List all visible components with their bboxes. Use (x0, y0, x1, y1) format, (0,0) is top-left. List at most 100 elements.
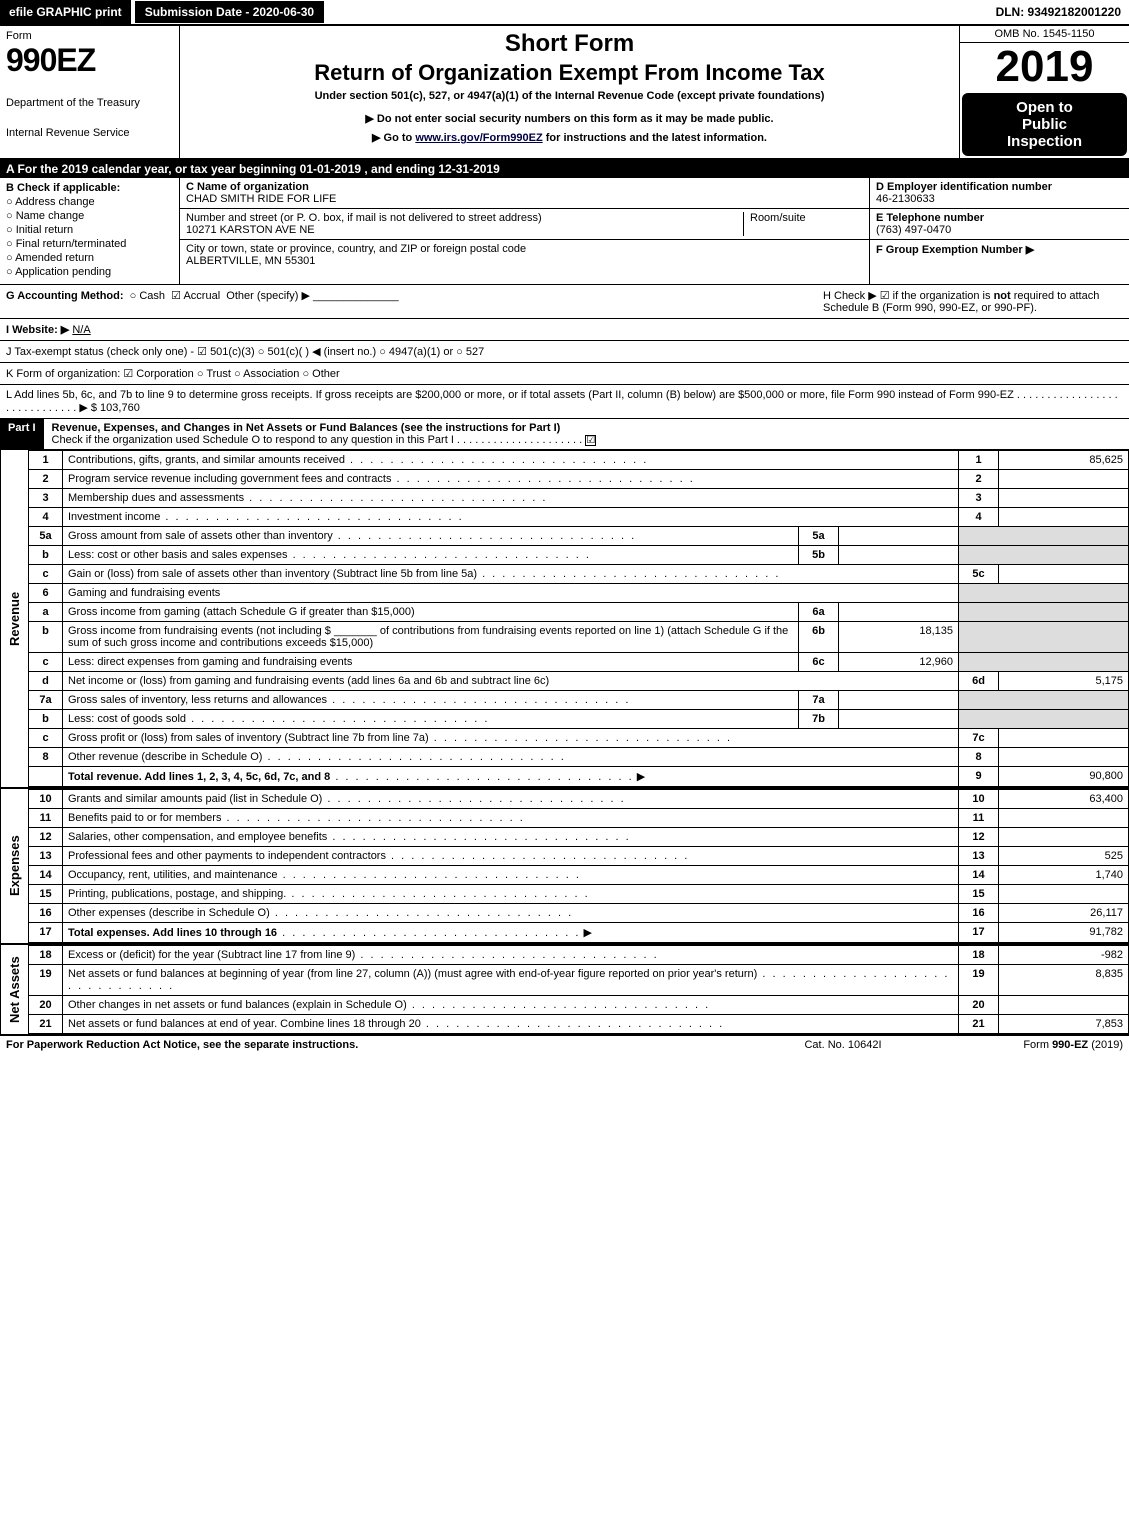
efile-print-button[interactable]: efile GRAPHIC print (0, 0, 131, 24)
line-16: 16Other expenses (describe in Schedule O… (29, 904, 1129, 923)
dept-irs: Internal Revenue Service (6, 127, 173, 139)
street-value: 10271 KARSTON AVE NE (186, 224, 743, 236)
open-to-public: Open to Public Inspection (962, 93, 1127, 156)
h-section: H Check ▶ ☑ if the organization is not r… (823, 289, 1123, 314)
line-11: 11Benefits paid to or for members11 (29, 809, 1129, 828)
b-label: B Check if applicable: (6, 182, 173, 194)
ein: 46-2130633 (876, 193, 1123, 205)
column-b: B Check if applicable: Address change Na… (0, 178, 180, 284)
open-line1: Open to (966, 99, 1123, 116)
i-label: I Website: ▶ (6, 324, 69, 336)
chk-name-change[interactable]: Name change (6, 210, 173, 222)
dln: DLN: 93492182001220 (988, 1, 1129, 23)
form-word: Form (6, 30, 173, 42)
line-5a: 5aGross amount from sale of assets other… (29, 527, 1129, 546)
line-6b: bGross income from fundraising events (n… (29, 622, 1129, 653)
chk-application-pending[interactable]: Application pending (6, 266, 173, 278)
f-label: F Group Exemption Number ▶ (876, 243, 1123, 256)
g-accrual[interactable]: Accrual (183, 290, 220, 302)
line-7c: cGross profit or (loss) from sales of in… (29, 729, 1129, 748)
l-row: L Add lines 5b, 6c, and 7b to line 9 to … (0, 385, 1129, 419)
form-number: 990EZ (6, 42, 173, 79)
line-18: 18Excess or (deficit) for the year (Subt… (29, 946, 1129, 965)
line-6c: cLess: direct expenses from gaming and f… (29, 653, 1129, 672)
line-4: 4Investment income4 (29, 508, 1129, 527)
g-cash[interactable]: Cash (139, 290, 165, 302)
under-section: Under section 501(c), 527, or 4947(a)(1)… (188, 90, 951, 102)
page-footer: For Paperwork Reduction Act Notice, see … (0, 1036, 1129, 1054)
part1-label: Part I (0, 419, 44, 449)
expenses-table: 10Grants and similar amounts paid (list … (28, 789, 1129, 943)
header-mid: Short Form Return of Organization Exempt… (180, 26, 959, 158)
line-8: 8Other revenue (describe in Schedule O)8 (29, 748, 1129, 767)
column-c: C Name of organization CHAD SMITH RIDE F… (180, 178, 869, 284)
footer-left: For Paperwork Reduction Act Notice, see … (6, 1039, 763, 1051)
city-value: ALBERTVILLE, MN 55301 (186, 255, 863, 267)
street-label: Number and street (or P. O. box, if mail… (186, 212, 743, 224)
footer-right: Form 990-EZ (2019) (923, 1039, 1123, 1051)
chk-initial-return[interactable]: Initial return (6, 224, 173, 236)
line-13: 13Professional fees and other payments t… (29, 847, 1129, 866)
revenue-side-label: Revenue (0, 450, 28, 787)
k-row: K Form of organization: ☑ Corporation ○ … (0, 363, 1129, 385)
goto-link[interactable]: www.irs.gov/Form990EZ (415, 132, 542, 144)
column-de: D Employer identification number 46-2130… (869, 178, 1129, 284)
line-7b: bLess: cost of goods sold7b (29, 710, 1129, 729)
line-20: 20Other changes in net assets or fund ba… (29, 996, 1129, 1015)
line-6d: dNet income or (loss) from gaming and fu… (29, 672, 1129, 691)
l-text: L Add lines 5b, 6c, and 7b to line 9 to … (6, 389, 1118, 414)
form-header: Form 990EZ Department of the Treasury In… (0, 26, 1129, 160)
phone: (763) 497-0470 (876, 224, 1123, 236)
net-assets-table: 18Excess or (deficit) for the year (Subt… (28, 945, 1129, 1034)
line-14: 14Occupancy, rent, utilities, and mainte… (29, 866, 1129, 885)
j-row: J Tax-exempt status (check only one) - ☑… (0, 341, 1129, 363)
line-10: 10Grants and similar amounts paid (list … (29, 790, 1129, 809)
net-assets-section: Net Assets 18Excess or (deficit) for the… (0, 945, 1129, 1036)
room-suite-label: Room/suite (743, 212, 863, 236)
line-21: 21Net assets or fund balances at end of … (29, 1015, 1129, 1034)
revenue-table: 1Contributions, gifts, grants, and simil… (28, 450, 1129, 787)
footer-cat-no: Cat. No. 10642I (763, 1039, 923, 1051)
top-bar: efile GRAPHIC print Submission Date - 20… (0, 0, 1129, 26)
line-6a: aGross income from gaming (attach Schedu… (29, 603, 1129, 622)
goto-post: for instructions and the latest informat… (543, 132, 767, 144)
open-line3: Inspection (966, 133, 1123, 150)
short-form-title: Short Form (188, 30, 951, 58)
g-other[interactable]: Other (specify) ▶ (226, 290, 310, 302)
expenses-section: Expenses 10Grants and similar amounts pa… (0, 789, 1129, 945)
h-not: not (994, 290, 1011, 302)
line-2: 2Program service revenue including gover… (29, 470, 1129, 489)
tax-year: 2019 (960, 43, 1129, 91)
line-12: 12Salaries, other compensation, and empl… (29, 828, 1129, 847)
i-row: I Website: ▶ N/A (0, 319, 1129, 341)
line-9: Total revenue. Add lines 1, 2, 3, 4, 5c,… (29, 767, 1129, 787)
net-assets-side-label: Net Assets (0, 945, 28, 1034)
city-label: City or town, state or province, country… (186, 243, 863, 255)
chk-final-return[interactable]: Final return/terminated (6, 238, 173, 250)
line-5c: cGain or (loss) from sale of assets othe… (29, 565, 1129, 584)
expenses-side-label: Expenses (0, 789, 28, 943)
c-name-label: C Name of organization (186, 181, 309, 193)
chk-amended-return[interactable]: Amended return (6, 252, 173, 264)
org-name: CHAD SMITH RIDE FOR LIFE (186, 193, 863, 205)
line-17: 17Total expenses. Add lines 10 through 1… (29, 923, 1129, 943)
omb-number: OMB No. 1545-1150 (960, 26, 1129, 43)
part1-header-row: Part I Revenue, Expenses, and Changes in… (0, 419, 1129, 450)
part1-title: Revenue, Expenses, and Changes in Net As… (52, 422, 561, 434)
g-label: G Accounting Method: (6, 290, 124, 302)
line-5b: bLess: cost or other basis and sales exp… (29, 546, 1129, 565)
line-a: A For the 2019 calendar year, or tax yea… (0, 160, 1129, 178)
h-text1: H Check ▶ ☑ if the organization is (823, 290, 994, 302)
part1-checkbox[interactable]: ☑ (585, 435, 596, 446)
g-section: G Accounting Method: ○ Cash ☑ Accrual Ot… (6, 289, 823, 314)
revenue-section: Revenue 1Contributions, gifts, grants, a… (0, 450, 1129, 789)
line-6: 6Gaming and fundraising events (29, 584, 1129, 603)
line-3: 3Membership dues and assessments3 (29, 489, 1129, 508)
gh-row: G Accounting Method: ○ Cash ☑ Accrual Ot… (0, 285, 1129, 319)
d-label: D Employer identification number (876, 181, 1123, 193)
goto-pre: ▶ Go to (372, 132, 415, 144)
line-19: 19Net assets or fund balances at beginni… (29, 965, 1129, 996)
submission-date: Submission Date - 2020-06-30 (135, 1, 324, 23)
chk-address-change[interactable]: Address change (6, 196, 173, 208)
line-1: 1Contributions, gifts, grants, and simil… (29, 451, 1129, 470)
